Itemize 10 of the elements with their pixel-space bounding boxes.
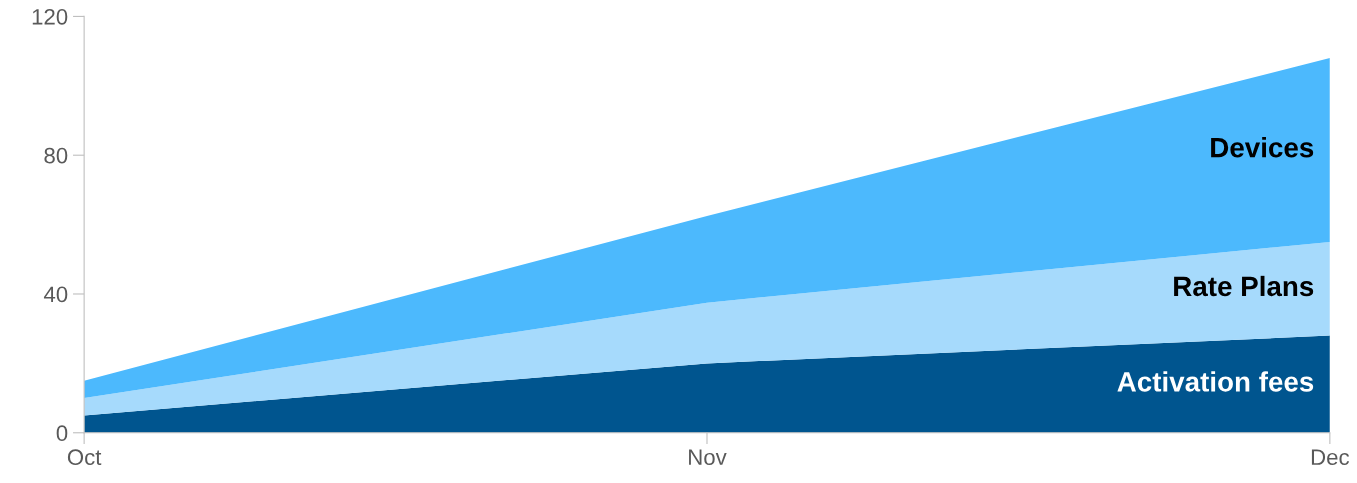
series-label: Rate Plans — [1174, 275, 1314, 297]
x-tick-label: Nov — [689, 449, 727, 466]
y-tick-label: 40 — [43, 286, 68, 303]
x-tick-label: Dec — [1311, 449, 1350, 466]
y-tick-label: 80 — [44, 147, 68, 164]
y-tick-label: 0 — [56, 425, 68, 442]
x-tick-label: Oct — [67, 449, 102, 466]
series-label: Activation fees — [1117, 371, 1314, 392]
y-tick-label: 120 — [32, 8, 68, 25]
series-label: Devices — [1211, 137, 1314, 158]
